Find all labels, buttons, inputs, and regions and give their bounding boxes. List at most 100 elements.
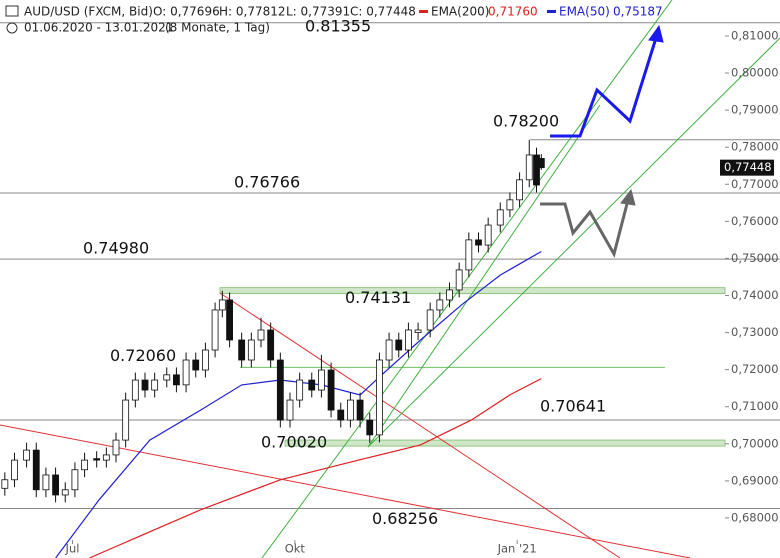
candles — [1, 139, 545, 503]
level-label: 0.70020 — [261, 433, 327, 452]
date-range: 01.06.2020 - 13.01.2021 — [24, 21, 173, 35]
candle-body — [347, 399, 354, 421]
level-label: 0.78200 — [493, 111, 559, 130]
legend-label: EMA(50) — [559, 5, 610, 19]
y-tick-label: 0,70000 — [731, 436, 779, 450]
y-tick-label: 0,72000 — [731, 362, 779, 376]
candle-body — [376, 359, 383, 436]
level-label: 0.68256 — [372, 509, 438, 528]
candle-body — [32, 449, 40, 491]
candle-body — [267, 329, 275, 361]
level-band — [284, 439, 726, 447]
y-tick-label: 0,74000 — [731, 288, 779, 302]
candle-body — [226, 299, 233, 341]
level-label: 0.74980 — [83, 239, 149, 258]
trend-line — [261, 0, 673, 558]
close: C: 0,77448 — [350, 5, 416, 19]
candle-body — [414, 329, 422, 333]
candle-body — [61, 489, 69, 496]
legend-label: EMA(200) — [431, 5, 489, 19]
candle-body — [238, 339, 246, 361]
scenario-arrow — [540, 199, 630, 258]
candle-body — [122, 399, 130, 441]
trend-line — [367, 37, 780, 448]
level-label: 0.76766 — [234, 172, 300, 191]
candle-body — [11, 459, 18, 481]
trend-line — [367, 104, 601, 448]
level-label: 0.81355 — [305, 16, 371, 35]
price-tag-label: 0,77448 — [724, 160, 772, 174]
legend-swatch — [547, 10, 556, 13]
level-label: 0.70641 — [540, 397, 606, 416]
candle-body — [465, 239, 473, 271]
candle-body — [327, 369, 335, 411]
candle-body — [318, 369, 325, 391]
candle-body — [475, 239, 482, 246]
candle-body — [455, 269, 463, 291]
candle-body — [257, 329, 265, 341]
candle-body — [182, 359, 190, 386]
candle-body — [52, 474, 59, 496]
candle-body — [436, 299, 444, 311]
symbol: AUD/USD (FXCM, Bid) — [24, 5, 153, 19]
level-label: 0.72060 — [110, 346, 176, 365]
candle-body — [506, 199, 514, 211]
candle-body — [276, 359, 284, 421]
candle-body — [163, 374, 171, 381]
scenario-arrow — [550, 37, 658, 138]
candle-body — [286, 399, 294, 421]
high: H: 0,77812 — [219, 5, 286, 19]
scenarios — [540, 24, 664, 258]
y-tick-label: 0,73000 — [731, 325, 779, 339]
candle-body — [71, 469, 79, 491]
y-tick-label: 0,78000 — [731, 140, 779, 154]
y-tick-label: 0,77000 — [731, 177, 779, 191]
candle-body — [247, 339, 255, 361]
y-tick-label: 0,71000 — [731, 399, 779, 413]
y-tick-label: 0,76000 — [731, 214, 779, 228]
candle-body — [484, 224, 492, 246]
candle-body — [426, 309, 434, 331]
candle-body — [173, 374, 180, 386]
candle-body — [405, 329, 412, 351]
candle-body — [356, 399, 364, 421]
candle-body — [366, 419, 374, 436]
y-tick-label: 0,69000 — [731, 473, 779, 487]
candle-body — [395, 339, 403, 351]
y-tick-label: 0,79000 — [731, 103, 779, 117]
legend-value: 0,71760 — [488, 5, 538, 19]
y-tick-label: 0,68000 — [731, 510, 779, 524]
y-tick-label: 0,81000 — [731, 28, 779, 42]
arrow-head — [620, 188, 636, 206]
candle-body — [141, 379, 149, 391]
candle-body — [385, 339, 393, 361]
candle-body — [446, 289, 453, 301]
candle-body — [533, 154, 540, 186]
trend-line — [219, 292, 621, 558]
candle-body — [151, 379, 159, 391]
candle-body — [308, 379, 316, 391]
axes: 0,68000 0,69000 0,70000 0,71000 0,72000 0,730… — [65, 28, 779, 555]
level-label: 0.74131 — [345, 288, 411, 307]
arrow-head — [648, 24, 664, 43]
candle-body — [112, 439, 120, 456]
candle-body — [42, 474, 50, 491]
legend-swatch — [419, 10, 428, 13]
price-tag — [720, 159, 774, 176]
y-tick-label: 0,80000 — [731, 66, 779, 80]
open: O: 0,77696 — [153, 5, 220, 19]
candle-body — [218, 299, 226, 311]
ema-line — [89, 378, 542, 558]
legend-value: 0,75187 — [613, 5, 663, 19]
candle-body — [296, 379, 304, 401]
candle-body — [516, 179, 523, 201]
candle-body — [93, 458, 101, 461]
clock-icon — [6, 22, 18, 34]
candle-body — [81, 459, 88, 471]
candle-body — [131, 379, 139, 401]
candle-body — [537, 158, 545, 169]
candle-body — [525, 154, 533, 181]
candle-body — [202, 349, 209, 371]
